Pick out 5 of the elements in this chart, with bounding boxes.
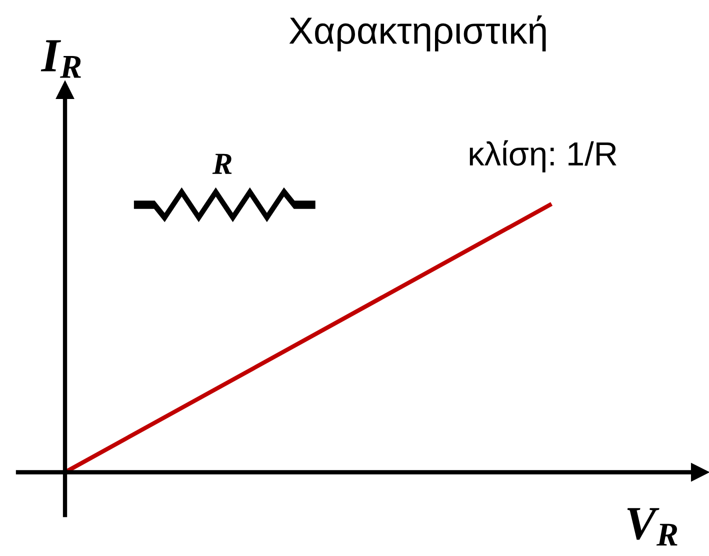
y-axis-title: I$_{R}$	[40, 40, 81, 78]
chart-title: Χαρακτηριστική	[289, 15, 546, 52]
text: κλίση: 1/R	[470, 140, 616, 172]
x-axis-title: V$_{R}$	[627, 508, 678, 546]
text: R	[212, 154, 232, 174]
